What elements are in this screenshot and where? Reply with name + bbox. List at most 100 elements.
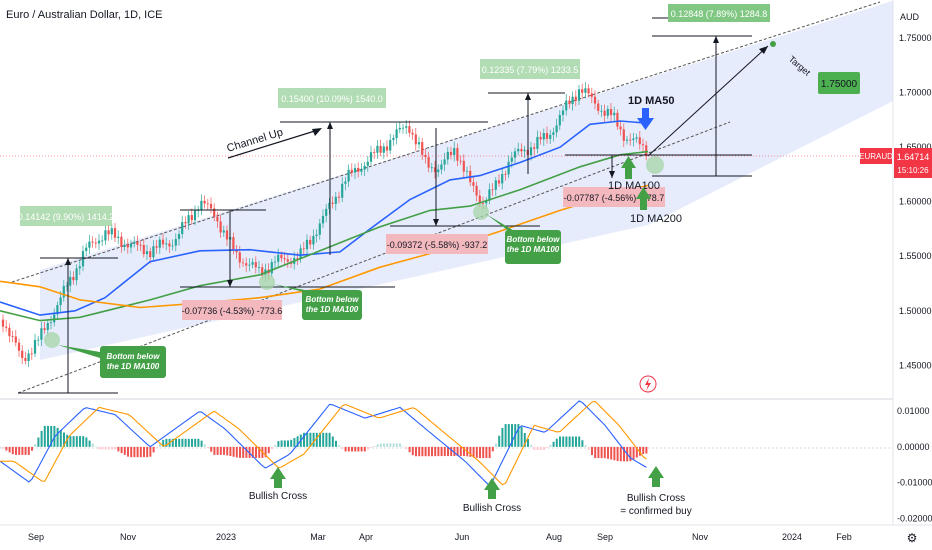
- macd-hist-bar: [0, 446, 1, 448]
- bottom-marker-1: [44, 332, 60, 348]
- macd-hist-bar: [155, 446, 158, 449]
- candle-body: [104, 230, 107, 241]
- macd-hist-bar: [495, 443, 497, 447]
- price-axis[interactable]: [893, 0, 932, 550]
- 1d-ma100-line: [0, 150, 649, 322]
- candle-body: [344, 181, 347, 184]
- candle-body: [21, 350, 24, 359]
- candle-body: [353, 167, 357, 173]
- macd-signal-line: [0, 400, 647, 486]
- candle-body: [14, 336, 17, 343]
- macd-hist-bar: [56, 427, 59, 447]
- candle-body: [97, 240, 101, 244]
- candle-body: [350, 169, 353, 173]
- price-tick-label: 1.55000: [899, 251, 932, 261]
- macd-hist-bar: [527, 438, 529, 447]
- candle-body: [81, 251, 85, 267]
- arrowhead-6: [609, 171, 615, 178]
- candle-body: [8, 327, 11, 337]
- candle-body: [165, 243, 168, 245]
- ma100-arrow-icon: [621, 156, 636, 179]
- macd-hist-bar: [469, 446, 472, 457]
- macd-hist-bar: [549, 444, 552, 447]
- macd-hist-bar: [578, 436, 581, 447]
- candle-body: [360, 169, 363, 172]
- candle-body: [53, 314, 56, 323]
- macd-hist-bar: [229, 446, 232, 457]
- time-tick-label: Feb: [836, 532, 852, 542]
- macd-hist-bar: [296, 436, 299, 447]
- candle-body: [491, 189, 494, 191]
- macd-hist-bar: [136, 446, 139, 458]
- macd-hist-bar: [543, 446, 545, 451]
- macd-hist-bar: [248, 446, 251, 458]
- candle-body: [11, 336, 14, 338]
- macd-hist-bar: [315, 432, 318, 447]
- bullish-arrow-1-shaft: [274, 478, 282, 488]
- candle-body: [241, 262, 245, 264]
- candle-body: [56, 305, 59, 315]
- macd-hist-bar: [162, 439, 165, 447]
- macd-hist-bar: [552, 441, 555, 447]
- macd-hist-bar: [309, 432, 312, 447]
- target-price-box: [818, 72, 860, 94]
- candle-body: [379, 145, 382, 153]
- candle-body: [459, 160, 462, 162]
- macd-hist-bar: [40, 430, 43, 447]
- macd-hist-bar: [319, 432, 321, 447]
- settings-icon[interactable]: ⚙: [907, 531, 918, 545]
- macd-hist-bar: [146, 446, 149, 458]
- macd-hist-bar: [152, 446, 155, 453]
- candle-body: [539, 136, 542, 140]
- macd-hist-bar: [354, 446, 357, 452]
- macd-hist-bar: [613, 446, 616, 461]
- candle-body: [398, 127, 401, 130]
- macd-hist-bar: [322, 432, 325, 447]
- candle-body: [453, 148, 456, 155]
- macd-hist-bar: [536, 446, 539, 451]
- candle-body: [91, 241, 94, 243]
- price-axis-ticks: 1.75000 1.70000 1.65000 1.60000 1.55000 1.500…: [899, 33, 932, 370]
- macd-hist-bar: [200, 440, 203, 447]
- candle-body: [389, 139, 392, 151]
- candle-body: [552, 132, 555, 135]
- candle-body: [17, 342, 21, 351]
- candle-body: [443, 159, 446, 165]
- candle-body: [318, 223, 321, 235]
- bullish-arrow-2-head: [484, 478, 500, 490]
- candle-body: [475, 185, 478, 196]
- macd-hist-bar: [443, 446, 446, 457]
- time-axis[interactable]: [0, 525, 932, 550]
- macd-hist-bar: [149, 446, 152, 457]
- macd-hist-bar: [171, 438, 174, 447]
- macd-hist-bar: [79, 436, 81, 447]
- callout-text-3: Bottom below the 1D MA100: [507, 235, 561, 254]
- macd-hist-bar: [357, 446, 360, 452]
- candle-body: [427, 157, 430, 168]
- macd-hist-bar: [610, 446, 613, 460]
- candle-body: [504, 174, 507, 175]
- macd-hist-bar: [367, 446, 369, 450]
- macd-hist-bar: [331, 436, 334, 447]
- macd-hist-bar: [184, 438, 187, 447]
- candle-body: [638, 137, 641, 145]
- candle-body: [209, 203, 213, 209]
- candle-body: [257, 267, 261, 269]
- gain-labels: 0.14142 (9.90%) 1414.2 0.15400 (10.09%) …: [18, 4, 770, 226]
- macd-hist-bar: [575, 436, 577, 447]
- candle-body: [184, 222, 187, 224]
- candle-body: [584, 88, 587, 93]
- candle-body: [421, 142, 424, 155]
- macd-hist-bar: [450, 446, 453, 457]
- time-axis-ticks: Sep Nov 2023 Mar Apr Jun Aug Sep Nov 2024 Feb: [28, 532, 852, 542]
- time-tick-label: Sep: [597, 532, 613, 542]
- candle-body: [161, 239, 165, 245]
- time-tick-label: Sep: [28, 532, 44, 542]
- gain-label-2: 0.15400 (10.09%) 1540.0: [281, 94, 383, 104]
- price-badge-value: 1.64714: [897, 152, 930, 162]
- macd-hist-bar: [427, 446, 430, 457]
- candle-body: [177, 234, 181, 240]
- candle-body: [273, 261, 277, 263]
- macd-hist-bar: [66, 434, 69, 447]
